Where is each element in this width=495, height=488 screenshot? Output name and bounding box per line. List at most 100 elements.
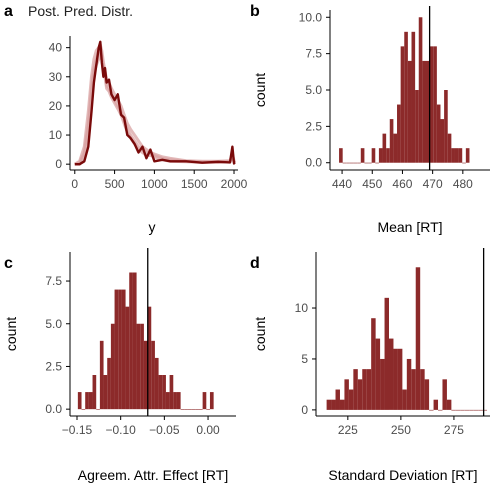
x-tick-label: 470: [423, 177, 443, 191]
x-tick-label: 2000: [221, 177, 248, 191]
bar: [173, 392, 177, 410]
bar: [344, 379, 349, 410]
x-axis-label: Standard Deviation [RT]: [328, 467, 477, 483]
bar: [433, 46, 437, 163]
bar: [118, 289, 122, 410]
y-tick-label: 5.0: [305, 83, 322, 97]
bar: [147, 306, 152, 410]
bar: [140, 323, 144, 410]
bar: [88, 392, 93, 410]
bar: [129, 272, 133, 410]
bar: [176, 392, 181, 410]
bars: [77, 272, 214, 410]
bar: [158, 375, 163, 410]
bar: [420, 369, 425, 410]
bar: [462, 162, 466, 164]
y-tick-label: 10: [49, 128, 63, 142]
bar: [397, 348, 403, 410]
y-tick-label: 7.5: [305, 47, 322, 61]
bar: [444, 90, 448, 163]
x-tick-label: 225: [338, 423, 358, 437]
x-tick-label: 480: [453, 177, 473, 191]
y-axis-label: count: [3, 317, 19, 351]
panel-letter: a: [4, 3, 13, 20]
bar: [326, 399, 332, 410]
bar: [136, 323, 141, 410]
x-axis-label: Mean [RT]: [377, 219, 442, 235]
bar: [442, 379, 447, 410]
bar: [206, 409, 210, 410]
bar: [202, 392, 207, 410]
bar: [348, 389, 354, 410]
x-tick-label: 250: [391, 423, 411, 437]
bar: [375, 162, 379, 164]
bar: [198, 409, 203, 410]
bar: [195, 409, 199, 410]
y-tick-label: 5.0: [45, 317, 62, 331]
bar: [407, 60, 412, 163]
bar: [114, 289, 119, 410]
x-tick-label: 460: [392, 177, 412, 191]
bar: [103, 375, 108, 410]
x-tick-label: −0.15: [62, 423, 93, 437]
bar: [411, 369, 416, 410]
bar: [339, 148, 343, 163]
bar: [364, 162, 369, 164]
bars: [326, 267, 488, 411]
bar: [418, 17, 423, 163]
chart-title: Post. Pred. Distr.: [28, 3, 133, 19]
y-tick-label: 0: [301, 403, 308, 417]
bar: [81, 409, 86, 410]
bar: [451, 148, 455, 163]
x-tick-label: 1000: [141, 177, 168, 191]
bar: [389, 119, 394, 163]
bar: [382, 133, 387, 163]
x-tick-label: 440: [332, 177, 352, 191]
bar: [473, 409, 479, 411]
x-tick-label: −0.10: [105, 423, 136, 437]
bar: [360, 148, 365, 163]
bar: [169, 375, 174, 410]
bar: [184, 409, 188, 410]
bar: [402, 389, 407, 410]
bar: [151, 340, 155, 410]
bar: [331, 399, 336, 410]
bar: [187, 409, 192, 410]
bar: [436, 104, 441, 163]
bar: [415, 90, 419, 163]
bar: [357, 162, 361, 164]
bar: [353, 162, 358, 164]
y-tick-label: 40: [49, 41, 63, 55]
series-line: [74, 52, 237, 166]
bar: [162, 375, 166, 410]
series-line: [74, 40, 236, 166]
y-tick-label: 5: [301, 352, 308, 366]
y-tick-label: 2.5: [45, 359, 62, 373]
bar: [362, 369, 367, 410]
series-line: [74, 49, 237, 166]
y-axis-label: count: [252, 73, 268, 107]
bar: [99, 340, 104, 410]
bar: [353, 369, 358, 410]
bar: [96, 409, 100, 410]
bar: [110, 323, 115, 410]
y-tick-label: 2.5: [305, 119, 322, 133]
panel-letter: c: [4, 255, 13, 272]
bar: [342, 162, 347, 164]
bar: [92, 375, 97, 410]
x-tick-label: 1500: [181, 177, 208, 191]
bar: [447, 133, 452, 163]
bar: [438, 409, 443, 411]
bar: [375, 338, 381, 410]
x-axis-label: y: [149, 219, 156, 235]
x-tick-label: 0: [71, 177, 78, 191]
bar: [368, 162, 372, 164]
bar: [424, 379, 430, 410]
bars: [339, 17, 470, 164]
panel-letter: d: [250, 255, 260, 272]
bar: [406, 358, 412, 410]
bar: [411, 31, 416, 163]
bar: [335, 389, 340, 410]
bar: [429, 46, 434, 163]
